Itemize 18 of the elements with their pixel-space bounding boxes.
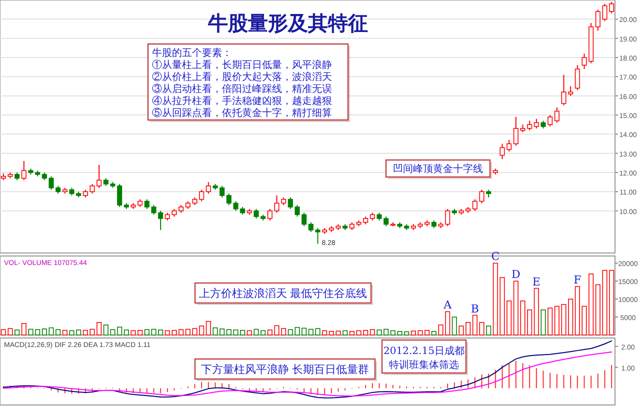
annotation: E [532, 275, 540, 288]
annotation: B [470, 302, 479, 316]
annotation: 牛股的五个要素： [152, 47, 232, 59]
annotation: F [574, 274, 582, 287]
annotation: 2012.2.15日成都 [384, 345, 464, 357]
annotation: 上方价柱波浪滔天 最低守住谷底线 [198, 287, 368, 300]
annotation: 凹间峰顶黄金十字线 [393, 163, 483, 175]
annotation: ④从拉升柱看，手法稳健凶狠，越走越狠 [152, 95, 332, 107]
annotation: 特训班集体筛选 [389, 359, 459, 371]
annotation: ②从价柱上看，股价大起大落，波浪滔天 [152, 71, 332, 83]
annotation: 下方量柱风平浪静 长期百日低量群 [200, 363, 370, 376]
annotation: ①从量柱上看，长期百日低量，风平浪静 [152, 59, 332, 71]
annotation: C [491, 250, 500, 264]
annotation: D [512, 268, 521, 282]
annotation: ③从启动柱看，倍阳过峰踩线，精准无误 [152, 83, 332, 95]
annotation: ⑤从回踩点看，依托黄金十字，精打细算 [152, 107, 332, 119]
text: 牛股量形及其特征 [207, 11, 368, 35]
annotation: A [442, 298, 453, 312]
